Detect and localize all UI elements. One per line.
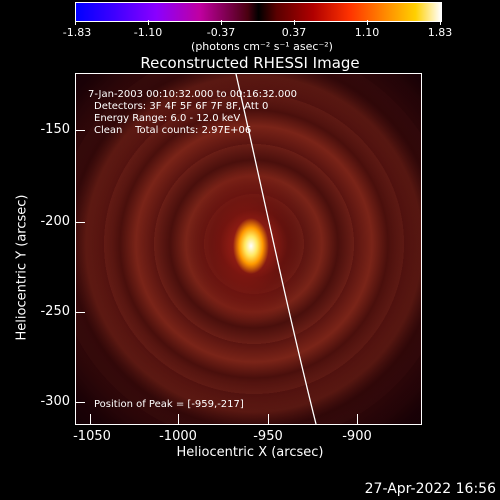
colorbar-tick <box>440 20 441 25</box>
x-tick <box>178 414 179 424</box>
y-tick-label: -150 <box>40 122 70 137</box>
y-tick <box>75 130 85 131</box>
x-tick-label: -1050 <box>73 429 111 444</box>
x-tick-label: -1000 <box>159 429 197 444</box>
time-range-text: 7-Jan-2003 00:10:32.000 to 00:16:32.000 <box>88 89 297 100</box>
colorbar-tick <box>75 20 76 25</box>
colorbar-label: -1.83 <box>62 26 92 39</box>
colorbar-units: (photons cm⁻² s⁻¹ asec⁻²) <box>191 40 333 53</box>
x-tick-label: -950 <box>253 429 283 444</box>
colorbar <box>75 2 442 22</box>
clean-counts-text: Clean Total counts: 2.97E+06 <box>94 125 252 136</box>
x-tick <box>357 414 358 424</box>
peak-position-text: Position of Peak = [-959,-217] <box>94 399 244 410</box>
colorbar-label: 1.83 <box>427 26 453 39</box>
colorbar-tick <box>148 20 149 25</box>
colorbar-label: -0.37 <box>206 26 236 39</box>
y-tick-label: -250 <box>40 304 70 319</box>
colorbar-tick <box>221 20 222 25</box>
y-tick <box>75 402 85 403</box>
x-tick <box>268 414 269 424</box>
colorbar-tick <box>294 20 295 25</box>
y-tick <box>75 222 85 223</box>
x-axis-title: Heliocentric X (arcsec) <box>176 445 324 460</box>
y-axis-title: Heliocentric Y (arcsec) <box>14 194 30 341</box>
timestamp: 27-Apr-2022 16:56 <box>364 481 496 497</box>
x-tick-label: -900 <box>342 429 372 444</box>
detectors-text: Detectors: 3F 4F 5F 6F 7F 8F, Att 0 <box>94 101 269 112</box>
image-plot-area: 7-Jan-2003 00:10:32.000 to 00:16:32.000 … <box>75 73 422 425</box>
solar-limb-line <box>235 74 317 424</box>
colorbar-label: 0.37 <box>281 26 307 39</box>
plot-title: Reconstructed RHESSI Image <box>140 54 360 72</box>
x-tick <box>90 414 91 424</box>
energy-range-text: Energy Range: 6.0 - 12.0 keV <box>94 113 241 124</box>
y-tick-label: -200 <box>40 214 70 229</box>
colorbar-tick <box>367 20 368 25</box>
colorbar-label: -1.10 <box>133 26 163 39</box>
y-tick-label: -300 <box>40 394 70 409</box>
colorbar-label: 1.10 <box>354 26 380 39</box>
y-tick <box>75 312 85 313</box>
